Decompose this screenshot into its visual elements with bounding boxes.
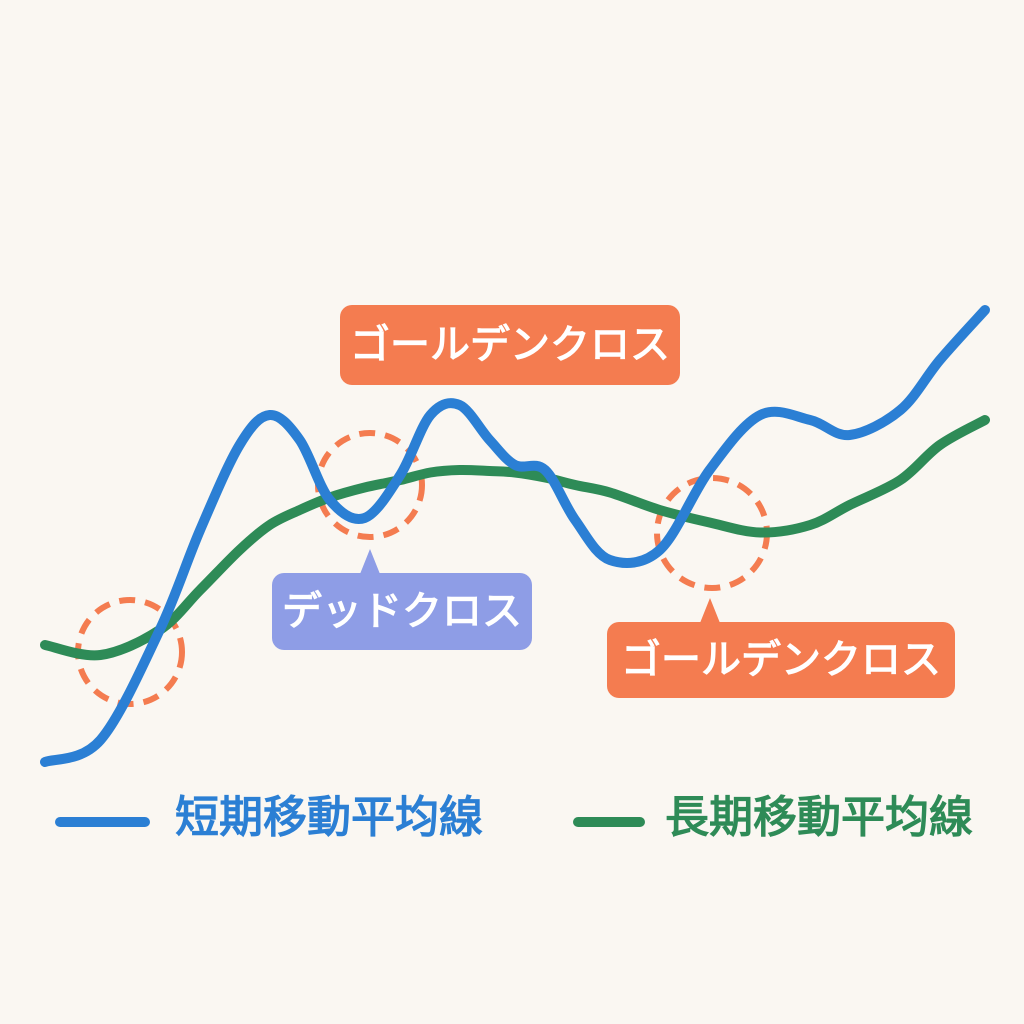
series-line	[40, 305, 990, 767]
series-line	[40, 415, 990, 661]
annotation-text: デッドクロス	[282, 589, 522, 635]
annotation-box	[340, 305, 680, 385]
annotation-text: ゴールデンクロス	[621, 637, 941, 683]
annotation-box	[607, 622, 955, 698]
legend-label: 短期移動平均線	[175, 792, 483, 843]
annotation-text: ゴールデンクロス	[350, 322, 670, 368]
annotation-box	[272, 573, 532, 650]
callout-pointer	[360, 549, 380, 574]
legend-label: 長期移動平均線	[665, 792, 973, 843]
callout-pointer	[700, 598, 720, 623]
